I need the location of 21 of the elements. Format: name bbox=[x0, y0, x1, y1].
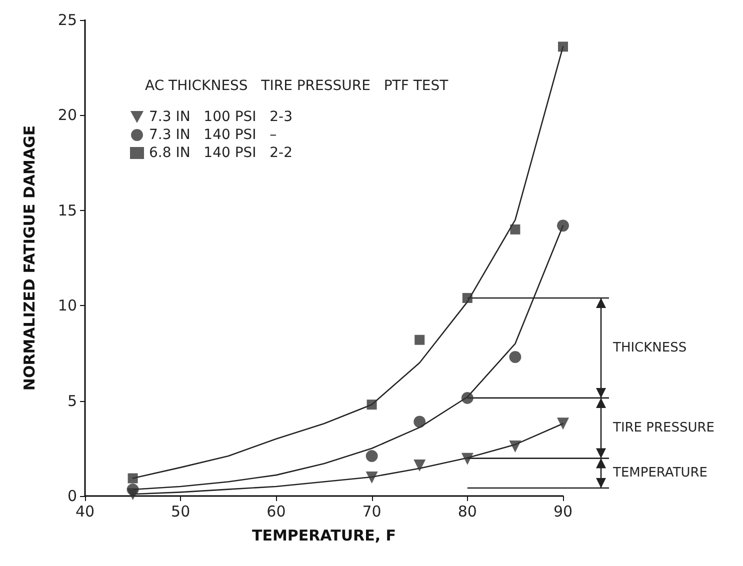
x-tick-label: 50 bbox=[171, 502, 190, 520]
legend-title: AC THICKNESS TIRE PRESSURE PTF TEST bbox=[145, 78, 449, 94]
legend-label: 7.3 IN 100 PSI 2-3 bbox=[149, 109, 293, 125]
x-axis-title: TEMPERATURE, F bbox=[252, 526, 396, 544]
text: THICKNESS bbox=[612, 340, 687, 356]
x-tick-label: 60 bbox=[266, 502, 286, 520]
y-tick-label: 25 bbox=[58, 11, 77, 29]
legend-label: 6.8 IN 140 PSI 2-2 bbox=[149, 145, 293, 161]
text: TIRE PRESSURE bbox=[612, 420, 715, 436]
text: TEMPERATURE bbox=[612, 466, 708, 481]
legend-label: 7.3 IN 140 PSI – bbox=[149, 127, 277, 143]
y-tick-label: 10 bbox=[58, 296, 77, 315]
x-tick-label: 70 bbox=[362, 502, 382, 520]
y-tick-label: 15 bbox=[58, 201, 77, 220]
y-axis-title: NORMALIZED FATIGUE DAMAGE bbox=[20, 125, 38, 391]
y-tick-label: 20 bbox=[58, 106, 77, 124]
y-tick-label: 5 bbox=[67, 392, 77, 410]
x-tick-label: 90 bbox=[553, 502, 573, 520]
x-tick-label: 40 bbox=[75, 502, 95, 520]
x-tick-label: 80 bbox=[458, 502, 477, 520]
y-tick-label: 0 bbox=[67, 487, 77, 505]
